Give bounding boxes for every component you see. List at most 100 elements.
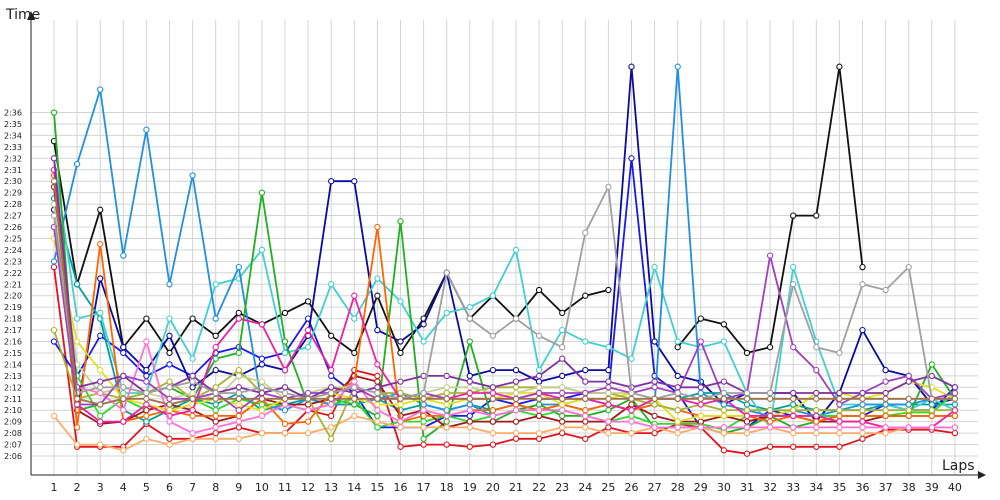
data-point (235, 349, 242, 357)
data-point (836, 389, 843, 397)
data-point (443, 412, 450, 420)
series-21 (50, 178, 959, 408)
x-tick-label: 30 (717, 481, 731, 494)
data-point (905, 263, 912, 271)
data-point (397, 298, 404, 305)
data-point (582, 424, 589, 431)
data-point (258, 361, 266, 368)
data-point (166, 332, 173, 339)
data-point (720, 401, 728, 408)
data-point (836, 63, 843, 70)
data-point (374, 384, 381, 391)
data-point (628, 401, 635, 408)
x-tick-label: 23 (555, 481, 569, 494)
data-point (882, 286, 889, 294)
data-point (374, 407, 381, 414)
y-tick-label: 2:23 (4, 257, 22, 266)
data-point (420, 407, 427, 414)
data-point (720, 395, 728, 402)
data-point (559, 384, 566, 391)
data-point (120, 372, 127, 380)
data-point (166, 361, 173, 368)
data-point (790, 212, 797, 219)
data-point (651, 263, 658, 271)
data-point (605, 286, 612, 294)
data-point (466, 401, 473, 408)
y-tick-label: 2:28 (4, 200, 22, 209)
series-line (53, 112, 956, 440)
y-tick-label: 2:08 (4, 429, 22, 438)
data-point (466, 424, 473, 431)
data-point (443, 269, 450, 276)
data-point (166, 435, 173, 442)
data-point (559, 344, 566, 351)
data-point (628, 389, 635, 397)
data-point (351, 292, 358, 299)
data-point (674, 424, 681, 431)
data-point (512, 384, 520, 391)
data-point (235, 366, 242, 374)
y-tick-label: 2:34 (4, 131, 22, 140)
data-point (166, 378, 173, 385)
data-point (258, 246, 266, 254)
data-point (281, 395, 289, 402)
x-tick-label: 21 (509, 481, 523, 494)
data-point (281, 338, 289, 345)
series-line (53, 175, 955, 429)
data-point (374, 378, 381, 385)
data-point (512, 401, 520, 408)
data-point (720, 378, 728, 385)
data-point (628, 412, 635, 420)
y-tick-label: 2:22 (4, 269, 22, 278)
x-tick-label: 11 (278, 481, 292, 494)
data-point (535, 407, 543, 414)
data-point (443, 418, 450, 425)
data-point (258, 401, 266, 408)
data-point (651, 401, 658, 408)
data-point (535, 389, 543, 397)
data-point (304, 395, 312, 402)
data-point (328, 401, 335, 408)
data-point (235, 418, 242, 425)
data-point (489, 395, 497, 402)
data-point (743, 412, 751, 420)
data-point (582, 378, 589, 385)
data-point (50, 212, 58, 219)
y-tick-label: 2:27 (4, 212, 22, 221)
data-point (304, 389, 312, 397)
data-point (189, 435, 196, 442)
series-20 (50, 183, 959, 402)
data-point (559, 429, 566, 437)
data-point (143, 126, 150, 133)
data-point (73, 401, 81, 408)
x-tick-label: 7 (189, 481, 196, 494)
x-tick-label: 28 (671, 481, 685, 494)
data-point (836, 443, 843, 450)
data-point (743, 407, 751, 414)
data-point (97, 241, 104, 248)
data-point (582, 338, 589, 345)
data-point (951, 395, 959, 402)
data-point (813, 395, 820, 402)
data-point (766, 424, 774, 431)
data-point (189, 315, 196, 322)
data-point (466, 372, 473, 380)
data-point (143, 418, 150, 425)
data-point (743, 349, 751, 357)
data-point (813, 424, 820, 431)
data-point (420, 435, 427, 442)
y-tick-label: 2:13 (4, 372, 22, 381)
y-tick-label: 2:24 (4, 246, 22, 255)
data-point (351, 384, 358, 391)
data-point (235, 315, 242, 322)
data-point (928, 361, 935, 368)
data-point (651, 424, 658, 431)
data-point (605, 378, 612, 385)
data-point (882, 412, 889, 420)
data-point (212, 355, 219, 362)
data-point (189, 407, 196, 414)
data-point (189, 384, 196, 391)
data-point (697, 389, 704, 397)
data-point (466, 384, 473, 391)
